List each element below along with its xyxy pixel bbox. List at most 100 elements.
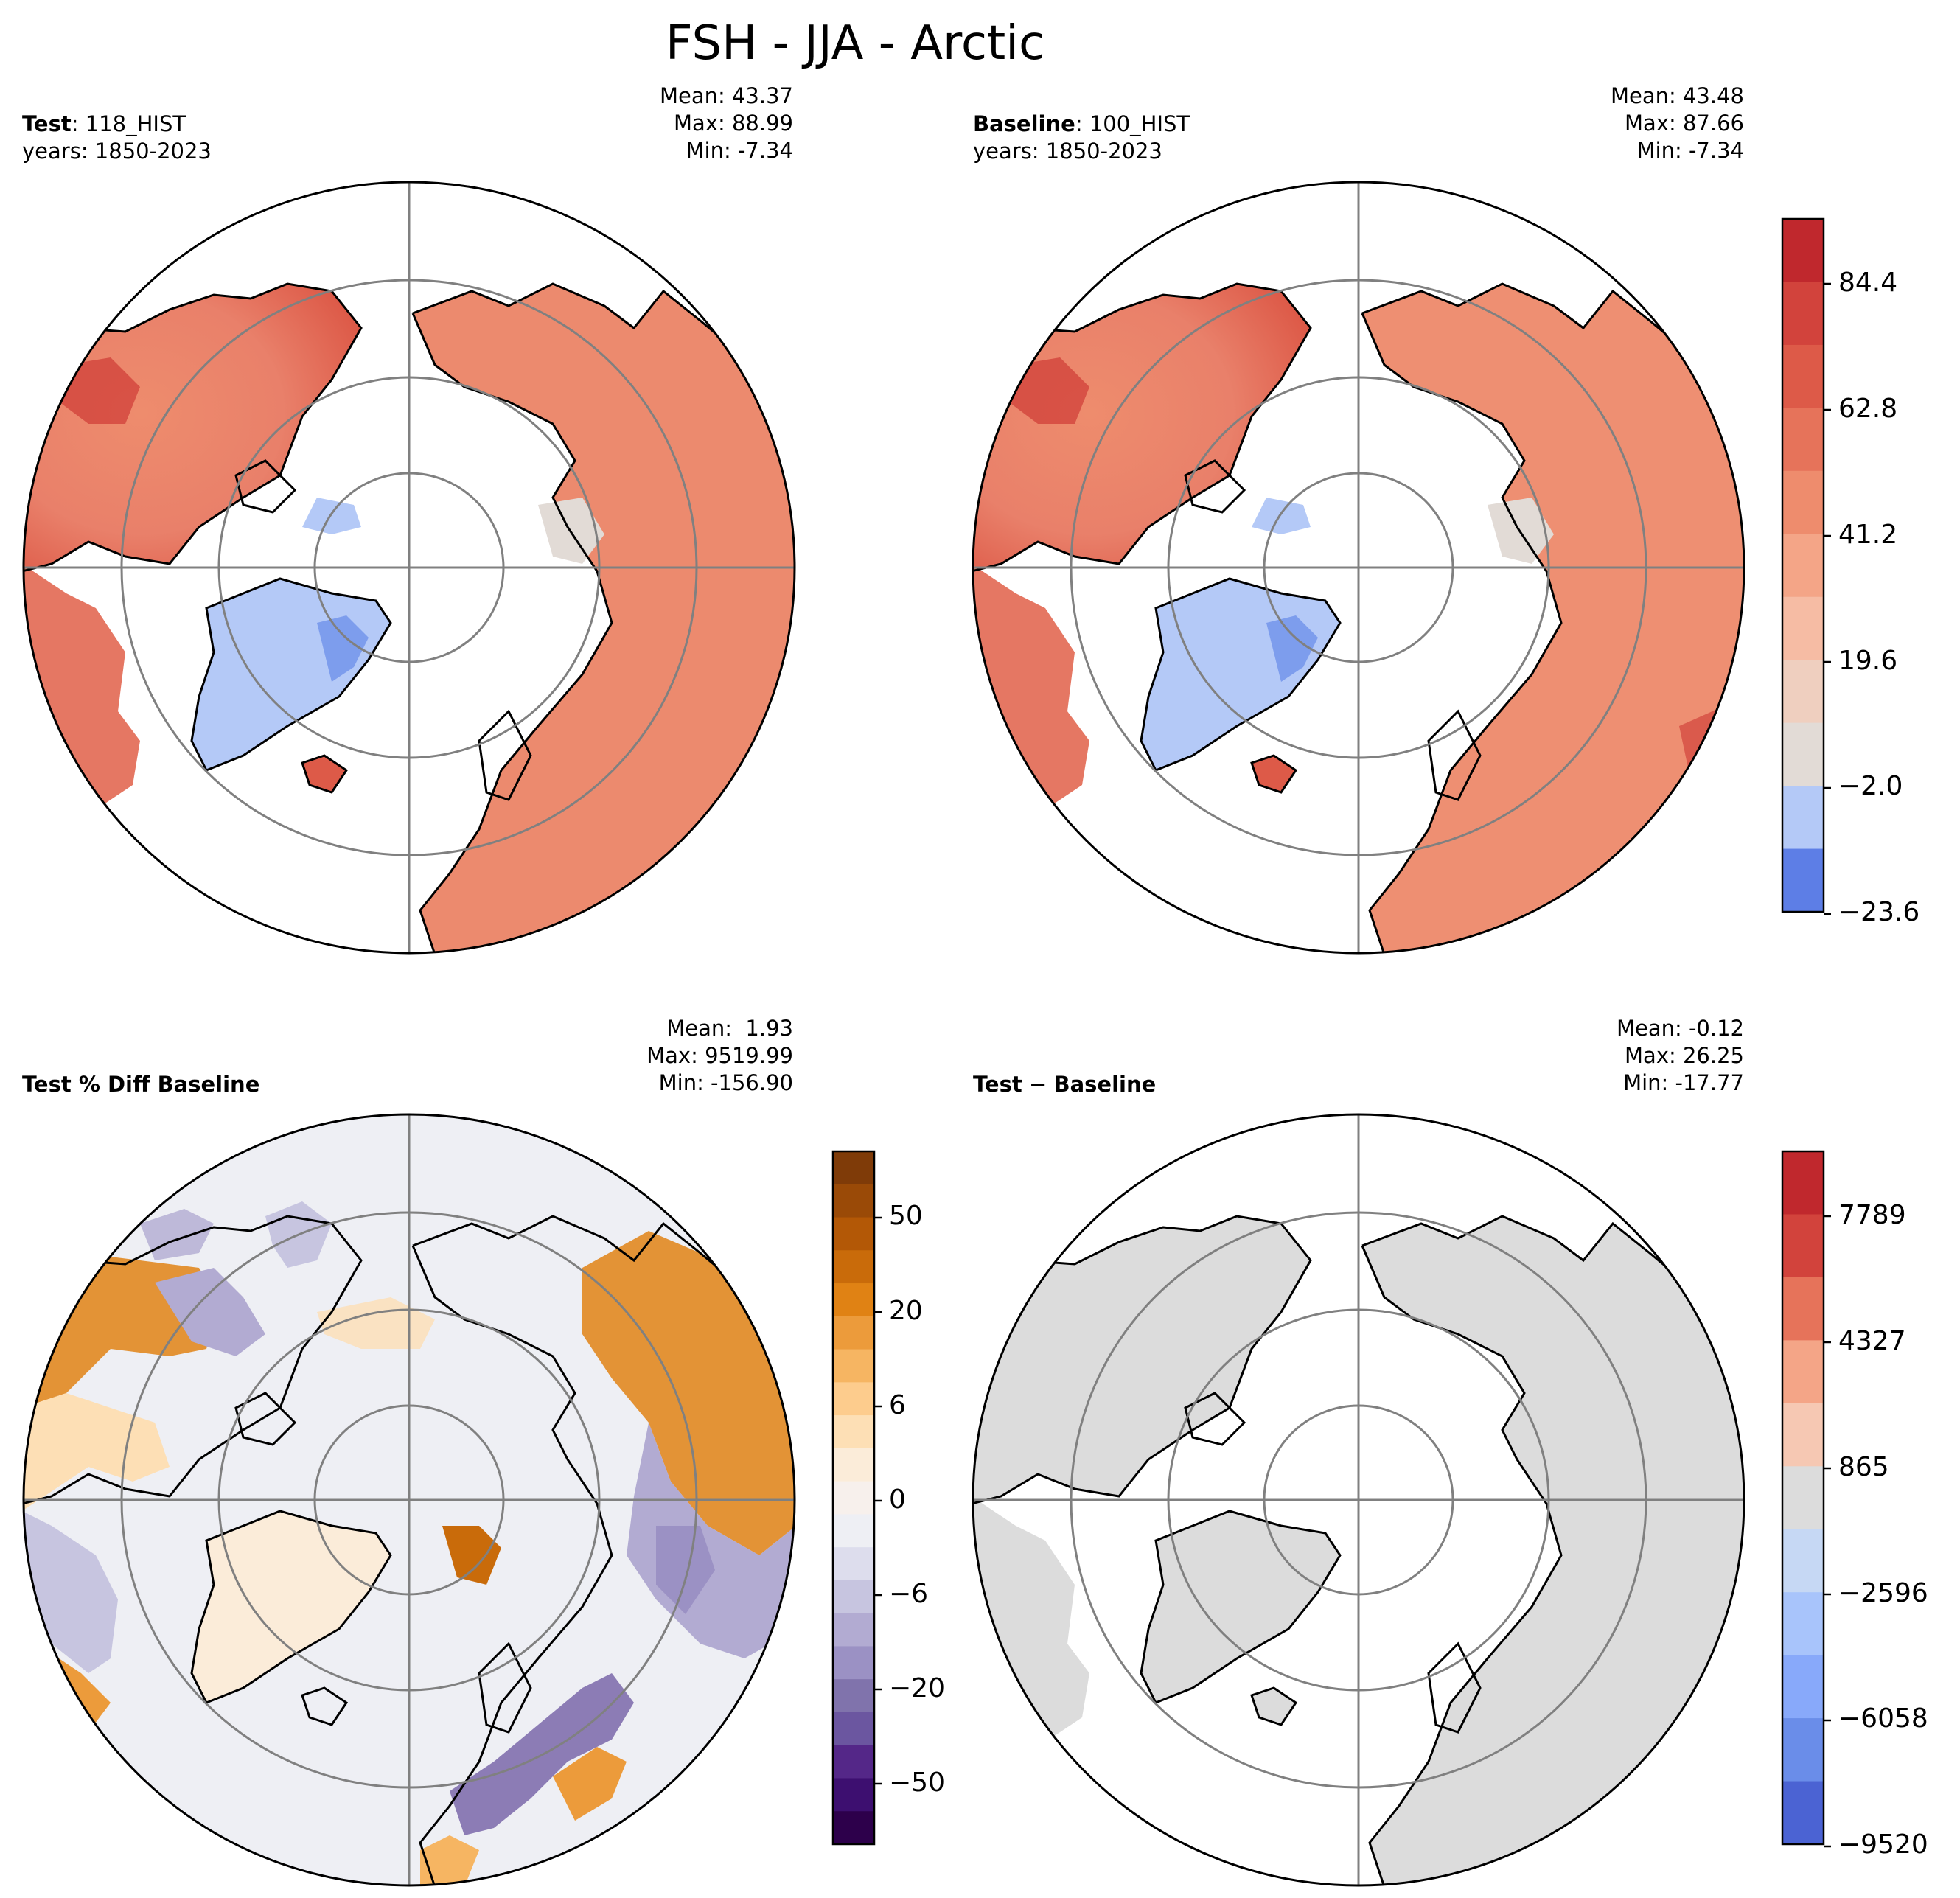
colorbar-segment xyxy=(1782,1718,1824,1782)
baseline-mean: Mean: 43.48 xyxy=(1610,83,1744,108)
diff-label-sep: − xyxy=(1022,1072,1054,1097)
pctdiff-min: Min: -156.90 xyxy=(658,1070,793,1095)
cbar-diff-tick-3: 865 xyxy=(1838,1452,1889,1482)
cbar-diff-tick-1: 7789 xyxy=(1838,1200,1906,1230)
cbar-pct-tick-3: 6 xyxy=(889,1390,906,1420)
colorbar-segment xyxy=(1782,344,1824,408)
test-label-sep: : xyxy=(71,111,86,136)
map-boundary xyxy=(22,1113,796,1887)
colorbar-segment xyxy=(1782,1340,1824,1404)
map-boundary xyxy=(972,181,1745,955)
colorbar-segment xyxy=(833,1580,874,1614)
pctdiff-stats: Mean: 1.93 Max: 9519.99 Min: -156.90 xyxy=(472,1015,793,1097)
diff-map xyxy=(972,1113,1745,1887)
baseline-stats: Mean: 43.48 Max: 87.66 Min: -7.34 xyxy=(1423,83,1744,164)
diff-min: Min: -17.77 xyxy=(1623,1070,1744,1095)
cbar-pct-tick-7: −50 xyxy=(889,1768,945,1798)
land-fill xyxy=(24,1201,795,1885)
colorbar-segment xyxy=(833,1415,874,1449)
pctdiff-label-bold: Test % Diff Baseline xyxy=(22,1072,260,1097)
cbar-diff-tick-2: 4327 xyxy=(1838,1326,1906,1356)
colorbar-diff xyxy=(1781,1150,1831,1848)
land-fill xyxy=(973,1216,1744,1885)
colorbar-segment xyxy=(833,1283,874,1317)
colorbar-segment xyxy=(833,1778,874,1812)
colorbar-segment xyxy=(1782,1781,1824,1845)
colorbar-segment xyxy=(833,1349,874,1383)
graticule xyxy=(24,1114,795,1885)
colorbar-segment xyxy=(1782,786,1824,850)
diff-mean: Mean: -0.12 xyxy=(1616,1016,1744,1041)
baseline-map xyxy=(972,181,1745,955)
pctdiff-max: Max: 9519.99 xyxy=(646,1043,793,1068)
cbar-main-tick-4: 19.6 xyxy=(1838,646,1898,676)
baseline-min: Min: -7.34 xyxy=(1636,138,1744,163)
colorbar-segment xyxy=(833,1547,874,1581)
colorbar-segment xyxy=(833,1481,874,1515)
colorbar-segment xyxy=(833,1745,874,1779)
cbar-pct-tick-6: −20 xyxy=(889,1673,945,1703)
colorbar-segment xyxy=(1782,596,1824,660)
colorbar-border xyxy=(831,1150,876,1846)
test-label: Test: 118_HIST years: 1850-2023 xyxy=(22,111,212,165)
colorbar-segment xyxy=(833,1712,874,1746)
coastlines xyxy=(24,282,745,953)
colorbar-segment xyxy=(1782,660,1824,724)
colorbar-segment xyxy=(1782,1529,1824,1593)
cbar-main-tick-1: 84.4 xyxy=(1838,268,1898,298)
baseline-label-sep: : xyxy=(1075,111,1089,136)
test-label-value: 118_HIST xyxy=(85,111,186,136)
baseline-label-value: 100_HIST xyxy=(1089,111,1190,136)
colorbar-border xyxy=(1781,217,1825,913)
colorbar-border xyxy=(1781,1150,1825,1846)
colorbar-segment xyxy=(1782,1214,1824,1278)
cbar-main-tick-5: −2.0 xyxy=(1838,771,1903,801)
colorbar-segment xyxy=(833,1448,874,1482)
colorbar-segment xyxy=(833,1613,874,1647)
colorbar-segment xyxy=(1782,408,1824,472)
graticule xyxy=(24,182,795,953)
colorbar-segment xyxy=(833,1151,874,1185)
test-label-bold: Test xyxy=(22,111,72,136)
test-max: Max: 88.99 xyxy=(674,111,793,136)
colorbar-pct xyxy=(831,1150,882,1846)
colorbar-segment xyxy=(833,1514,874,1548)
colorbar-segment xyxy=(833,1184,874,1218)
pctdiff-label: Test % Diff Baseline xyxy=(22,1071,259,1098)
pctdiff-mean: Mean: 1.93 xyxy=(666,1016,793,1041)
colorbar-segment xyxy=(833,1811,874,1845)
test-years: years: 1850-2023 xyxy=(22,139,212,164)
diff-label-value: Baseline xyxy=(1053,1072,1157,1097)
cbar-main-tick-2: 62.8 xyxy=(1838,394,1898,424)
cbar-diff-tick-5: −6058 xyxy=(1838,1703,1928,1734)
colorbar-segment xyxy=(1782,534,1824,598)
colorbar-segment xyxy=(833,1646,874,1680)
diff-stats: Mean: -0.12 Max: 26.25 Min: -17.77 xyxy=(1423,1015,1744,1097)
colorbar-segment xyxy=(1782,848,1824,913)
colorbar-segment xyxy=(1782,1151,1824,1215)
cbar-main-tick-6: −23.6 xyxy=(1838,897,1920,927)
colorbar-segment xyxy=(1782,282,1824,346)
colorbar-main xyxy=(1781,217,1831,915)
baseline-label: Baseline: 100_HIST years: 1850-2023 xyxy=(973,111,1190,165)
test-stats: Mean: 43.37 Max: 88.99 Min: -7.34 xyxy=(472,83,793,164)
baseline-years: years: 1850-2023 xyxy=(973,139,1162,164)
test-map xyxy=(22,181,796,955)
colorbar-segment xyxy=(833,1679,874,1713)
pctdiff-map xyxy=(22,1113,796,1887)
colorbar-segment xyxy=(833,1250,874,1284)
cbar-main-tick-3: 41.2 xyxy=(1838,520,1898,550)
cbar-pct-tick-2: 20 xyxy=(889,1296,923,1326)
cbar-diff-tick-4: −2596 xyxy=(1838,1578,1928,1608)
cbar-pct-tick-4: 0 xyxy=(889,1484,906,1515)
map-boundary xyxy=(22,181,796,955)
map-boundary xyxy=(972,1113,1745,1887)
colorbar-segment xyxy=(1782,1277,1824,1341)
test-mean: Mean: 43.37 xyxy=(659,83,793,108)
colorbar-segment xyxy=(1782,470,1824,534)
colorbar-segment xyxy=(833,1316,874,1350)
colorbar-segment xyxy=(833,1382,874,1416)
diff-label-bold: Test xyxy=(973,1072,1022,1097)
cbar-diff-tick-6: −9520 xyxy=(1838,1829,1928,1860)
colorbar-segment xyxy=(1782,722,1824,786)
